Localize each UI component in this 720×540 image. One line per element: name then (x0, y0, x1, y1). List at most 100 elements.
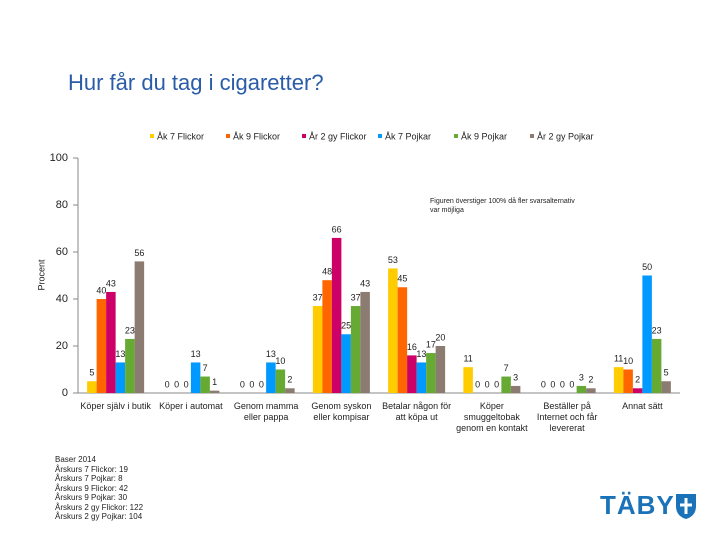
y-tick-label: 60 (56, 246, 68, 258)
legend-label: Åk 7 Flickor (157, 131, 204, 141)
bar (322, 280, 332, 393)
bar (642, 275, 652, 393)
bar (125, 338, 135, 393)
data-label: 2 (287, 375, 292, 385)
bar (134, 261, 145, 393)
x-tick-label: Annat sätt (622, 401, 663, 411)
bar (407, 355, 417, 393)
legend-label: Åk 9 Pojkar (461, 131, 507, 141)
data-label: 7 (504, 363, 509, 373)
bar (613, 367, 624, 393)
y-tick-label: 100 (50, 152, 68, 164)
data-label: 5 (664, 368, 669, 378)
legend-swatch (302, 134, 306, 138)
data-label: 10 (275, 356, 285, 366)
y-tick-label: 20 (56, 340, 68, 352)
y-tick-label: 80 (56, 199, 68, 211)
bar (397, 287, 408, 393)
x-tick-label: Genom mamma eller pappa (233, 401, 299, 422)
data-label: 48 (322, 267, 332, 277)
data-label: 0 (174, 379, 179, 389)
bar (209, 390, 220, 393)
bar (463, 367, 473, 393)
x-tick-label: Betalar någon för att köpa ut (382, 401, 452, 422)
legend-swatch (226, 134, 230, 138)
y-tick-label: 0 (62, 387, 68, 399)
bar (360, 291, 370, 393)
bar (388, 268, 398, 393)
legend-label: Åk 7 Pojkar (385, 131, 431, 141)
x-tick-label: Beställer på Internet och får levererat (536, 401, 598, 433)
bar (661, 381, 671, 393)
data-label: 66 (332, 224, 342, 234)
data-label: 11 (614, 354, 623, 364)
data-label: 13 (416, 349, 426, 359)
bar (435, 346, 446, 393)
data-label: 10 (623, 356, 633, 366)
data-label: 5 (89, 368, 94, 378)
x-tick-label: Köper smuggeltobak genom en kontakt (456, 401, 528, 433)
data-label: 17 (426, 339, 436, 349)
legend-label: År 2 gy Flickor (309, 131, 367, 141)
logo: TÄBY (600, 490, 675, 520)
data-label: 2 (635, 375, 640, 385)
data-label: 7 (203, 363, 208, 373)
base-note: Årskurs 2 gy Flickor: 122 (55, 502, 144, 512)
bar (106, 291, 116, 393)
data-label: 23 (652, 325, 662, 335)
base-note: Årskurs 9 Pojkar: 30 (55, 493, 128, 502)
data-label: 20 (435, 332, 445, 342)
data-label: 0 (165, 379, 170, 389)
bar (285, 388, 295, 393)
bar (275, 369, 286, 393)
bar (312, 306, 323, 393)
bar (586, 388, 596, 393)
bar (115, 362, 126, 393)
data-label: 0 (485, 379, 490, 389)
y-axis-label: Procent (36, 259, 46, 291)
data-label: 11 (463, 354, 472, 364)
x-tick-label: Genom syskon eller kompisar (311, 401, 372, 422)
data-label: 45 (397, 274, 407, 284)
base-note: Årskurs 7 Flickor: 19 (55, 464, 128, 474)
bar (87, 381, 97, 393)
data-label: 53 (388, 255, 398, 265)
data-label: 23 (125, 325, 135, 335)
data-label: 25 (341, 321, 351, 331)
bar (416, 362, 427, 393)
bar (190, 362, 201, 393)
legend-label: Åk 9 Flickor (233, 131, 280, 141)
legend-swatch (150, 134, 154, 138)
data-label: 13 (115, 349, 125, 359)
data-label: 37 (351, 292, 361, 302)
x-tick-label: Köper i automat (159, 401, 223, 411)
data-label: 0 (569, 379, 574, 389)
logo-shield (676, 494, 696, 519)
data-label: 43 (106, 278, 116, 288)
data-label: 0 (249, 379, 254, 389)
data-label: 43 (360, 278, 370, 288)
data-label: 3 (513, 372, 518, 382)
bar (426, 353, 436, 393)
data-label: 0 (560, 379, 565, 389)
data-label: 1 (212, 377, 217, 387)
data-label: 0 (240, 379, 245, 389)
base-note: Årskurs 9 Flickor: 42 (55, 483, 128, 493)
data-label: 2 (588, 375, 593, 385)
annotation: Figuren överstiger 100% då fler svarsalt… (430, 198, 575, 214)
bar (200, 376, 210, 393)
bar (331, 237, 342, 393)
chart-title: Hur får du tag i cigaretter? (68, 70, 324, 95)
bar (266, 362, 276, 393)
bar (341, 334, 351, 393)
legend-label: År 2 gy Pojkar (537, 131, 594, 141)
data-label: 16 (407, 342, 417, 352)
base-notes: Baser 2014 Årskurs 7 Flickor: 19 Årskurs 7… (55, 455, 143, 522)
data-label: 0 (259, 379, 264, 389)
base-note: Årskurs 2 gy Pojkar: 104 (55, 512, 143, 521)
legend-swatch (378, 134, 382, 138)
data-label: 3 (579, 372, 584, 382)
legend-swatch (454, 134, 458, 138)
